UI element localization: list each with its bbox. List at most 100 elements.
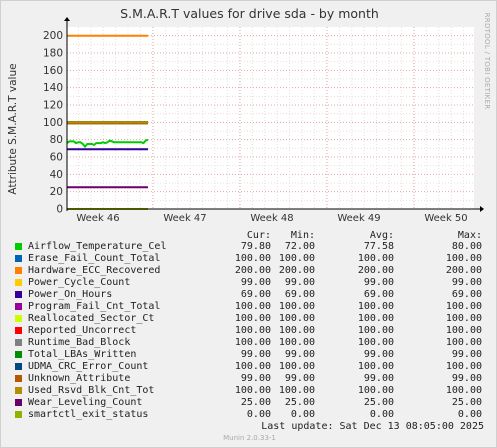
- legend-row: Erase_Fail_Count_Total 100.00 100.00 100.00…: [1, 253, 497, 265]
- legend-swatch: [15, 387, 22, 394]
- y-axis-arrow: [64, 17, 70, 21]
- legend-series-name: Reported_Uncorrect: [28, 325, 137, 336]
- y-tick-label: 20: [50, 186, 63, 198]
- legend-value-min: 100.00: [278, 325, 315, 336]
- legend-value-avg: 100.00: [357, 313, 394, 324]
- legend-value-max: 99.00: [451, 277, 482, 288]
- y-tick-label: 40: [50, 169, 63, 181]
- legend-value-avg: 99.00: [363, 349, 394, 360]
- legend-value-max: 100.00: [445, 385, 482, 396]
- legend-value-min: 72.00: [284, 241, 315, 252]
- legend-row: Reallocated_Sector_Ct 100.00 100.00 100.00 1…: [1, 313, 497, 325]
- y-tick-label: 140: [43, 82, 63, 94]
- legend-header-avg: Avg:: [369, 230, 394, 241]
- legend-swatch: [15, 315, 22, 322]
- legend-row: UDMA_CRC_Error_Count 100.00 100.00 100.00 10…: [1, 361, 497, 373]
- legend-row: Airflow_Temperature_Cel 79.80 72.00 77.58 80…: [1, 241, 497, 253]
- y-tick-label: 0: [56, 204, 63, 216]
- legend-value-avg: 77.58: [363, 241, 394, 252]
- y-tick-label: 200: [43, 30, 63, 42]
- legend-value-max: 100.00: [445, 325, 482, 336]
- legend-value-max: 0.00: [457, 409, 482, 420]
- legend-value-avg: 200.00: [357, 265, 394, 276]
- legend-value-max: 100.00: [445, 313, 482, 324]
- legend-value-avg: 99.00: [363, 277, 394, 288]
- legend-value-cur: 79.80: [240, 241, 271, 252]
- legend-value-min: 99.00: [284, 277, 315, 288]
- legend-swatch: [15, 279, 22, 286]
- legend-value-max: 200.00: [445, 265, 482, 276]
- y-tick-label: 80: [50, 134, 63, 146]
- chart-title: S.M.A.R.T values for drive sda - by mont…: [120, 6, 379, 21]
- legend-series-name: Hardware_ECC_Recovered: [28, 265, 161, 276]
- legend-series-name: Reallocated_Sector_Ct: [28, 313, 155, 324]
- legend-value-max: 80.00: [451, 241, 482, 252]
- x-tick-label: Week 47: [163, 213, 206, 224]
- y-tick-label: 60: [50, 152, 63, 164]
- legend-row: Wear_Leveling_Count 25.00 25.00 25.00 25.00: [1, 397, 497, 409]
- x-axis-arrow: [480, 206, 484, 212]
- legend-row: Total_LBAs_Written 99.00 99.00 99.00 99.00: [1, 349, 497, 361]
- legend-swatch: [15, 411, 22, 418]
- x-tick-label: Week 48: [250, 213, 293, 224]
- legend-value-min: 100.00: [278, 337, 315, 348]
- legend-swatch: [15, 351, 22, 358]
- legend-header-cur: Cur:: [246, 230, 271, 241]
- legend-row: Unknown_Attribute 99.00 99.00 99.00 99.00: [1, 373, 497, 385]
- legend-series-name: Wear_Leveling_Count: [28, 397, 143, 408]
- legend-value-cur: 99.00: [240, 373, 271, 384]
- y-tick-label: 160: [43, 65, 63, 77]
- y-tick-label: 120: [43, 100, 63, 112]
- y-tick-label: 180: [43, 48, 63, 60]
- legend-value-max: 25.00: [451, 397, 482, 408]
- legend-value-avg: 0.00: [369, 409, 394, 420]
- legend-swatch: [15, 267, 22, 274]
- legend-row: Runtime_Bad_Block 100.00 100.00 100.00 100.0…: [1, 337, 497, 349]
- legend-series-name: Unknown_Attribute: [28, 373, 131, 384]
- x-tick-label: Week 50: [424, 213, 467, 224]
- legend-value-cur: 99.00: [240, 349, 271, 360]
- legend-row: smartctl_exit_status 0.00 0.00 0.00 0.00: [1, 409, 497, 421]
- legend-row: Power_On_Hours 69.00 69.00 69.00 69.00: [1, 289, 497, 301]
- legend-series-name: Airflow_Temperature_Cel: [28, 241, 167, 252]
- legend-value-min: 99.00: [284, 373, 315, 384]
- legend-header-max: Max:: [457, 230, 482, 241]
- legend-swatch: [15, 339, 22, 346]
- legend-value-cur: 200.00: [234, 265, 271, 276]
- legend-swatch: [15, 327, 22, 334]
- legend-value-cur: 100.00: [234, 361, 271, 372]
- legend-value-max: 69.00: [451, 289, 482, 300]
- legend-series-name: UDMA_CRC_Error_Count: [28, 361, 149, 372]
- legend-value-cur: 25.00: [240, 397, 271, 408]
- plot-background: [67, 27, 474, 209]
- legend-value-avg: 100.00: [357, 385, 394, 396]
- legend-series-name: Runtime_Bad_Block: [28, 337, 131, 348]
- legend-value-min: 100.00: [278, 361, 315, 372]
- legend-value-avg: 100.00: [357, 301, 394, 312]
- legend-row: Power_Cycle_Count 99.00 99.00 99.00 99.00: [1, 277, 497, 289]
- legend-series-name: Power_On_Hours: [28, 289, 113, 300]
- legend-value-min: 100.00: [278, 313, 315, 324]
- legend-value-cur: 100.00: [234, 337, 271, 348]
- legend-swatch: [15, 363, 22, 370]
- legend-value-cur: 100.00: [234, 313, 271, 324]
- legend-value-min: 69.00: [284, 289, 315, 300]
- legend-value-cur: 99.00: [240, 277, 271, 288]
- legend-value-cur: 100.00: [234, 325, 271, 336]
- legend-series-name: Program_Fail_Cnt_Total: [28, 301, 161, 312]
- legend-header-min: Min:: [290, 230, 315, 241]
- legend-value-min: 99.00: [284, 349, 315, 360]
- legend-value-avg: 99.00: [363, 373, 394, 384]
- legend-value-max: 100.00: [445, 337, 482, 348]
- legend-swatch: [15, 243, 22, 250]
- legend-row: Hardware_ECC_Recovered 200.00 200.00 200.00…: [1, 265, 497, 277]
- legend-row: Program_Fail_Cnt_Total 100.00 100.00 100.00…: [1, 301, 497, 313]
- legend-swatch: [15, 375, 22, 382]
- legend-value-cur: 69.00: [240, 289, 271, 300]
- legend-row: Used_Rsvd_Blk_Cnt_Tot 100.00 100.00 100.00 1…: [1, 385, 497, 397]
- legend-series-name: Power_Cycle_Count: [28, 277, 131, 288]
- legend-swatch: [15, 399, 22, 406]
- legend-series-name: Used_Rsvd_Blk_Cnt_Tot: [28, 385, 155, 396]
- legend-series-name: Total_LBAs_Written: [28, 349, 137, 360]
